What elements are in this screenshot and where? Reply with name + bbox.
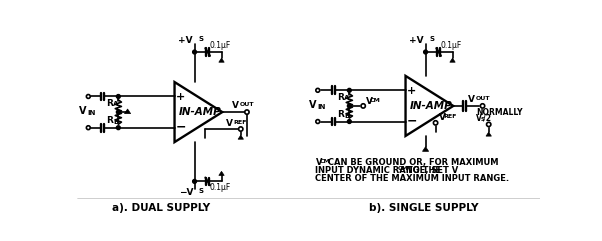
Text: CM: CM <box>319 160 330 164</box>
Text: A: A <box>113 101 119 107</box>
Text: INPUT DYNAMIC RANGE, SET V: INPUT DYNAMIC RANGE, SET V <box>315 166 459 175</box>
Text: R: R <box>338 93 344 102</box>
Text: IN-AMP: IN-AMP <box>409 101 452 111</box>
Text: +V: +V <box>409 36 424 45</box>
Text: S: S <box>199 36 203 42</box>
Text: +: + <box>176 92 185 102</box>
Text: TO THE: TO THE <box>404 166 441 175</box>
Circle shape <box>245 110 249 114</box>
Text: +: + <box>407 86 417 96</box>
Text: 0.1μF: 0.1μF <box>210 41 231 50</box>
Text: −: − <box>175 120 186 134</box>
Text: CM: CM <box>370 98 380 103</box>
Circle shape <box>433 121 438 125</box>
Circle shape <box>424 50 427 54</box>
Circle shape <box>347 120 351 123</box>
Text: V: V <box>309 100 316 110</box>
Circle shape <box>86 94 90 98</box>
Text: V: V <box>468 95 475 104</box>
Text: −V: −V <box>179 188 193 197</box>
Text: S: S <box>429 36 435 42</box>
Text: +V: +V <box>178 36 193 45</box>
Text: b). SINGLE SUPPLY: b). SINGLE SUPPLY <box>368 203 478 213</box>
Circle shape <box>238 127 243 131</box>
Polygon shape <box>125 109 131 114</box>
Text: 0.1μF: 0.1μF <box>441 41 462 50</box>
Text: V: V <box>476 114 482 123</box>
Circle shape <box>486 122 491 127</box>
Text: R: R <box>107 116 113 125</box>
Text: IN: IN <box>87 110 96 116</box>
Text: a). DUAL SUPPLY: a). DUAL SUPPLY <box>113 203 211 213</box>
Text: −: − <box>406 114 417 127</box>
Polygon shape <box>219 171 224 175</box>
Text: B: B <box>344 113 350 119</box>
Text: OUT: OUT <box>240 102 255 107</box>
Circle shape <box>86 126 90 130</box>
Text: CENTER OF THE MAXIMUM INPUT RANGE.: CENTER OF THE MAXIMUM INPUT RANGE. <box>315 174 509 183</box>
Polygon shape <box>423 147 429 151</box>
Text: R: R <box>338 110 344 119</box>
Text: OUT: OUT <box>476 96 490 101</box>
Circle shape <box>116 94 120 98</box>
Text: S: S <box>480 117 485 122</box>
Text: B: B <box>113 119 119 125</box>
Circle shape <box>347 104 351 108</box>
Text: A: A <box>344 95 350 101</box>
Polygon shape <box>238 135 243 139</box>
Text: V: V <box>226 119 233 128</box>
Text: CM: CM <box>398 166 409 171</box>
Polygon shape <box>219 58 224 62</box>
Text: NORMALLY: NORMALLY <box>476 107 523 117</box>
Text: V: V <box>315 158 322 167</box>
Text: IN: IN <box>317 104 325 110</box>
Text: R: R <box>107 99 113 108</box>
Text: V: V <box>439 113 445 122</box>
Text: S: S <box>199 188 203 194</box>
Text: CAN BE GROUND OR, FOR MAXIMUM: CAN BE GROUND OR, FOR MAXIMUM <box>326 158 499 167</box>
Circle shape <box>480 104 485 108</box>
Text: V: V <box>79 106 87 116</box>
Circle shape <box>193 180 196 183</box>
Circle shape <box>116 110 120 114</box>
Circle shape <box>361 104 365 108</box>
Circle shape <box>193 50 196 54</box>
Text: IN-AMP: IN-AMP <box>179 107 222 117</box>
Text: V: V <box>232 101 239 110</box>
Text: 0.1μF: 0.1μF <box>210 183 231 192</box>
Text: V: V <box>365 97 373 106</box>
Circle shape <box>116 126 120 130</box>
Circle shape <box>316 120 320 123</box>
Text: REF: REF <box>234 120 247 125</box>
Polygon shape <box>450 58 455 62</box>
Circle shape <box>316 88 320 92</box>
Polygon shape <box>486 132 491 136</box>
Text: REF: REF <box>443 114 457 119</box>
Circle shape <box>347 88 351 92</box>
Text: /2: /2 <box>483 114 491 123</box>
